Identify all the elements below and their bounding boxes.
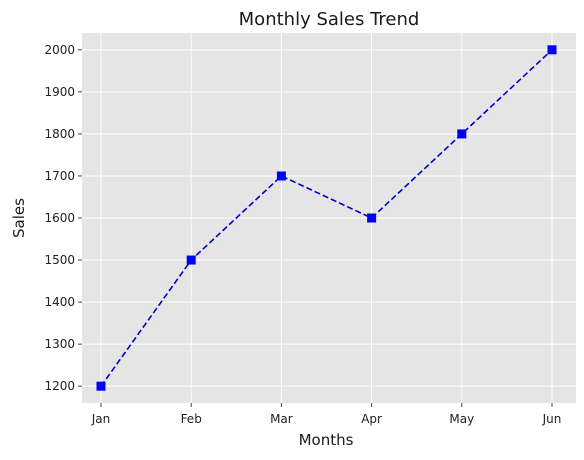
y-tick-label: 1900	[44, 85, 75, 99]
y-axis-label: Sales	[10, 198, 28, 238]
x-tick-label: Apr	[361, 412, 382, 426]
grid	[82, 33, 576, 403]
x-axis-label: Months	[299, 431, 354, 449]
y-tick-label: 1700	[44, 169, 75, 183]
y-tick-label: 1200	[44, 379, 75, 393]
chart-title: Monthly Sales Trend	[239, 9, 420, 30]
y-tick-label: 1400	[44, 295, 75, 309]
data-point	[547, 45, 557, 55]
data-point	[186, 255, 196, 265]
data-point	[276, 171, 286, 181]
series-sales	[96, 45, 557, 391]
y-tick-label: 1500	[44, 253, 75, 267]
x-tick-label: Jun	[542, 412, 562, 426]
x-tick-label: Feb	[181, 412, 202, 426]
x-tick-labels: Jan Feb Mar Apr May Jun	[91, 403, 562, 426]
x-tick-label: Jan	[91, 412, 111, 426]
x-tick-label: Mar	[270, 412, 293, 426]
y-tick-labels: 1200 1300 1400 1500 1600 1700 1800 1900 2000	[44, 43, 82, 393]
data-point	[457, 129, 467, 139]
y-tick-label: 1800	[44, 127, 75, 141]
series-line	[100, 49, 553, 387]
y-tick-label: 1600	[44, 211, 75, 225]
data-point	[96, 381, 106, 391]
data-point	[367, 213, 377, 223]
x-tick-label: May	[449, 412, 474, 426]
y-tick-label: 2000	[44, 43, 75, 57]
y-tick-label: 1300	[44, 337, 75, 351]
